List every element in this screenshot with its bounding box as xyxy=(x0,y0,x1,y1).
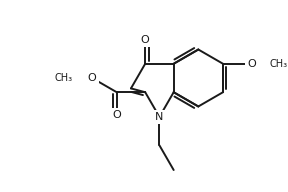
Text: O: O xyxy=(88,73,96,83)
Text: O: O xyxy=(112,110,121,120)
Text: CH₃: CH₃ xyxy=(54,73,72,83)
Text: O: O xyxy=(247,59,256,69)
Text: CH₃: CH₃ xyxy=(270,59,288,69)
Text: N: N xyxy=(155,112,164,122)
Text: O: O xyxy=(141,35,149,45)
